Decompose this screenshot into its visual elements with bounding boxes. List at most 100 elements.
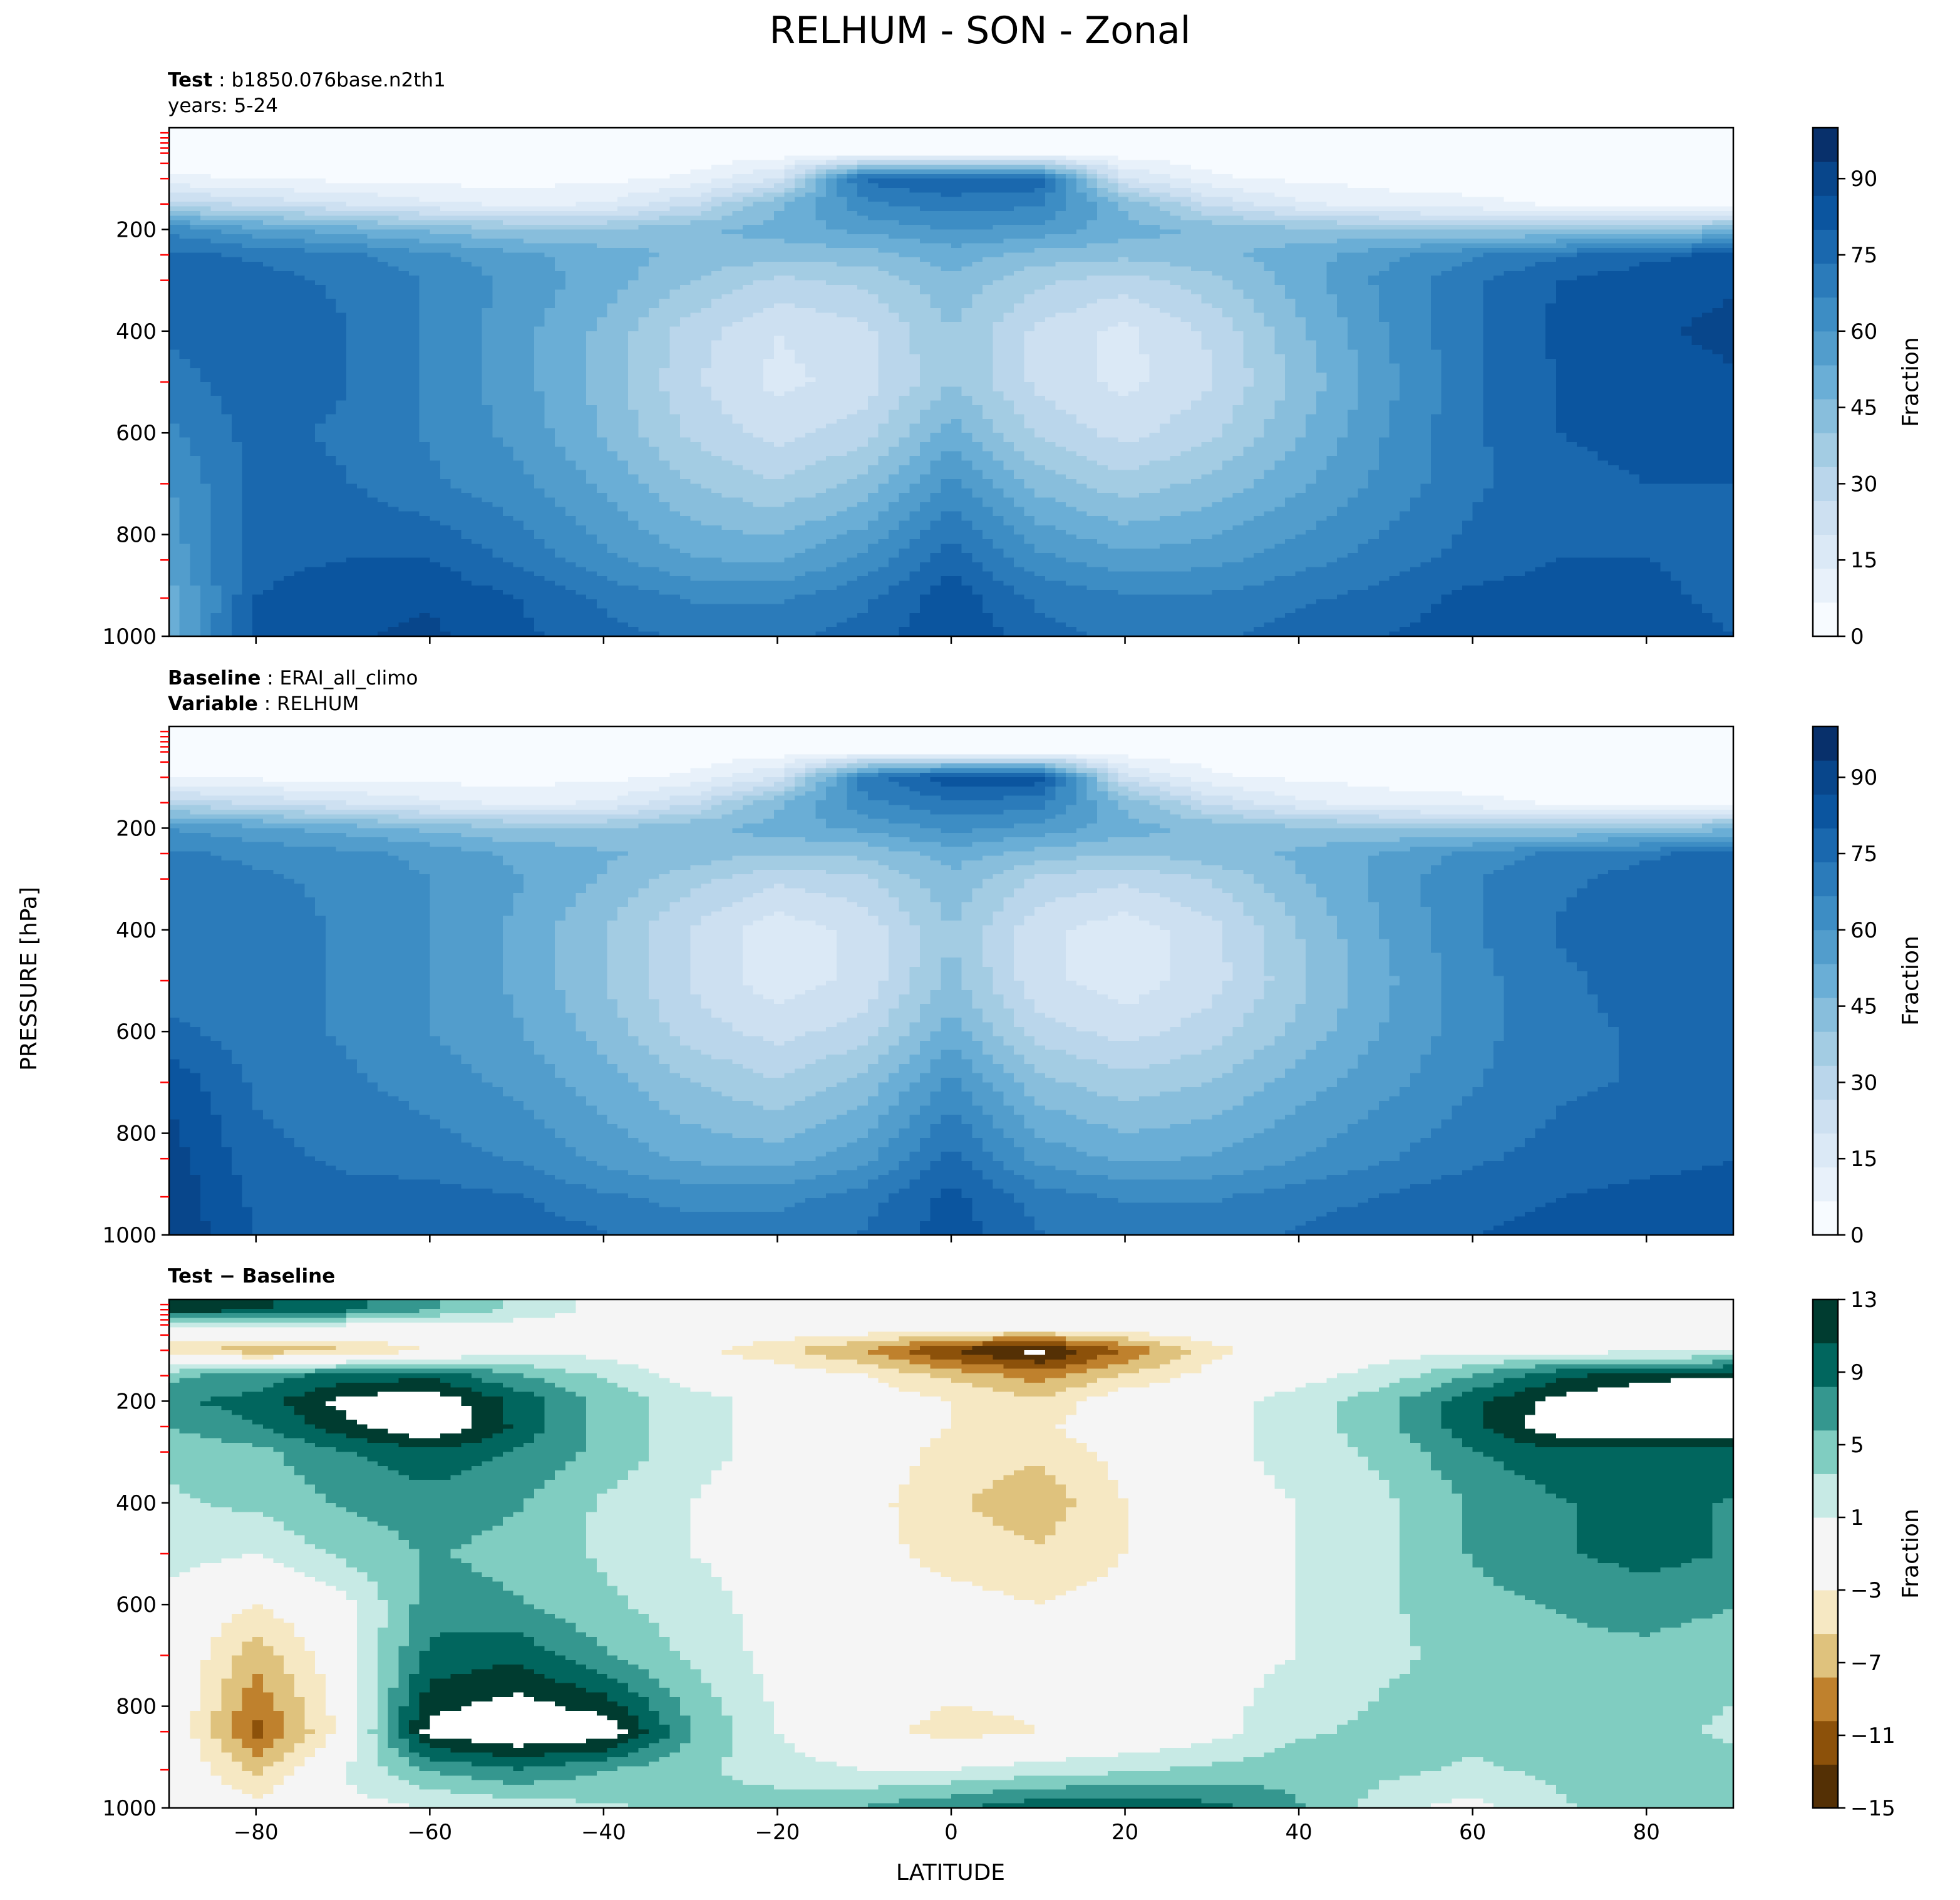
heatmap-cell (597, 137, 607, 142)
heatmap-cell (1619, 155, 1629, 160)
heatmap-cell (868, 160, 879, 165)
heatmap-cell (785, 174, 795, 179)
heatmap-cell (492, 160, 503, 165)
heatmap-cell (1691, 147, 1702, 152)
heatmap-cell (1702, 160, 1713, 165)
heatmap-cell (659, 174, 670, 179)
heatmap-cell (1483, 151, 1493, 156)
heatmap-cell (211, 174, 222, 179)
heatmap-cell (1191, 155, 1202, 160)
heatmap-cell (993, 155, 1004, 160)
heatmap-cell (816, 151, 827, 156)
heatmap-cell (1400, 155, 1410, 160)
heatmap-cell (1149, 147, 1160, 152)
heatmap-cell (575, 147, 586, 152)
heatmap-cell (294, 142, 305, 147)
heatmap-cell (1003, 147, 1014, 152)
heatmap-cell (680, 160, 691, 165)
heatmap-cell (1066, 160, 1076, 165)
heatmap-cell (1535, 137, 1546, 142)
heatmap-cell (263, 142, 274, 147)
heatmap-cell (357, 155, 368, 160)
heatmap-cell (857, 151, 868, 156)
heatmap-cell (1462, 160, 1473, 165)
heatmap-cell (1545, 160, 1556, 165)
heatmap-cell (524, 174, 534, 179)
heatmap-cell (899, 151, 910, 156)
heatmap-cell (1691, 169, 1702, 174)
heatmap-cell (1598, 155, 1609, 160)
heatmap-cell (1431, 142, 1442, 147)
heatmap-cell (1180, 155, 1191, 160)
heatmap-cell (1056, 132, 1066, 137)
heatmap-cell (211, 137, 222, 142)
heatmap-cell (1066, 132, 1076, 137)
heatmap-cell (472, 174, 482, 179)
heatmap-cell (941, 132, 951, 137)
heatmap-cell (1254, 169, 1264, 174)
heatmap-cell (1056, 137, 1066, 142)
heatmap-cell (753, 147, 764, 152)
heatmap-cell (1368, 151, 1379, 156)
heatmap-cell (1139, 160, 1150, 165)
heatmap-cell (461, 160, 472, 165)
heatmap-cell (1160, 160, 1170, 165)
heatmap-cell (1118, 132, 1128, 137)
heatmap-cell (597, 174, 607, 179)
heatmap-cell (1410, 165, 1421, 170)
heatmap-cell (357, 142, 368, 147)
heatmap-cell (732, 151, 743, 156)
heatmap-cell (304, 132, 315, 137)
heatmap-cell (200, 137, 211, 142)
heatmap-cell (1254, 165, 1264, 170)
heatmap-cell (1702, 132, 1713, 137)
heatmap-cell (732, 132, 743, 137)
heatmap-cell (774, 160, 785, 165)
heatmap-cell (1723, 132, 1733, 137)
heatmap-cell (252, 174, 263, 179)
heatmap-cell (534, 142, 545, 147)
heatmap-cell (1045, 137, 1056, 142)
heatmap-cell (524, 132, 534, 137)
heatmap-cell (1671, 132, 1681, 137)
heatmap-cell (200, 174, 211, 179)
heatmap-cell (346, 132, 357, 137)
heatmap-cell (180, 165, 190, 170)
heatmap-cell (711, 142, 722, 147)
heatmap-cell (1442, 151, 1452, 156)
heatmap-cell (1118, 165, 1128, 170)
heatmap-cell (1577, 132, 1587, 137)
heatmap-cell (753, 132, 764, 137)
heatmap-cell (1400, 160, 1410, 165)
heatmap-cell (1128, 151, 1139, 156)
heatmap-cell (1327, 169, 1338, 174)
heatmap-cell (1691, 132, 1702, 137)
heatmap-cell (555, 169, 565, 174)
heatmap-cell (1180, 147, 1191, 152)
heatmap-cell (1014, 165, 1024, 170)
heatmap-cell (711, 151, 722, 156)
heatmap-cell (691, 155, 701, 160)
heatmap-cell (1024, 137, 1035, 142)
heatmap-cell (711, 174, 722, 179)
heatmap-cell (1650, 147, 1661, 152)
heatmap-cell (1639, 169, 1650, 174)
heatmap-cell (545, 151, 555, 156)
heatmap-cell (1639, 142, 1650, 147)
heatmap-cell (451, 147, 462, 152)
heatmap-cell (962, 165, 972, 170)
heatmap-cell (274, 160, 284, 165)
heatmap-cell (1629, 151, 1639, 156)
heatmap-cell (1702, 165, 1713, 170)
heatmap-cell (346, 155, 357, 160)
heatmap-cell (899, 142, 910, 147)
heatmap-cell (649, 169, 659, 174)
heatmap-cell (263, 137, 274, 142)
heatmap-cell (1243, 174, 1254, 179)
heatmap-cell (482, 137, 493, 142)
heatmap-cell (274, 142, 284, 147)
heatmap-cell (701, 155, 711, 160)
heatmap-cell (878, 132, 889, 137)
heatmap-cell (1274, 155, 1285, 160)
heatmap-cell (1180, 160, 1191, 165)
